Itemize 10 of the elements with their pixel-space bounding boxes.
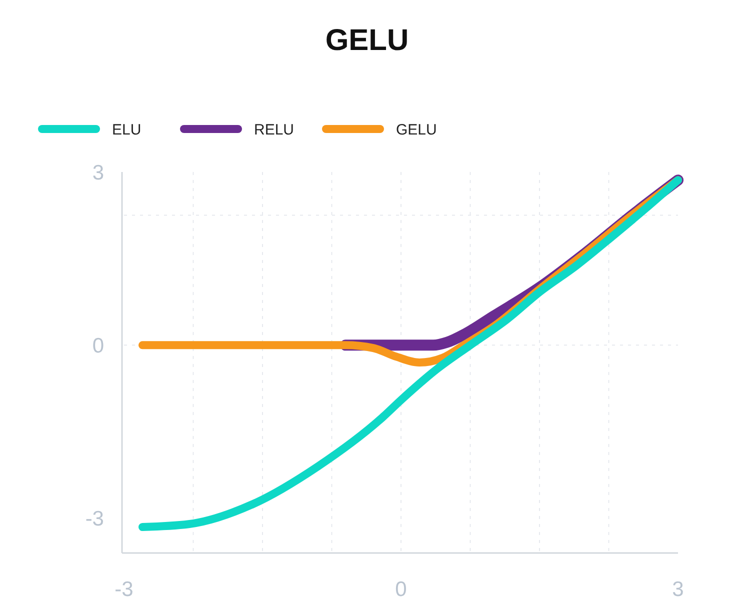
y-tick-label: -3: [85, 508, 104, 531]
y-tick-label: 3: [92, 161, 104, 184]
chart-title: GELU: [325, 24, 409, 57]
legend-label: ELU: [112, 121, 142, 138]
x-tick-label: 0: [395, 578, 407, 601]
legend-label: GELU: [396, 121, 437, 138]
y-tick-label: 0: [92, 334, 104, 358]
x-tick-label: -3: [114, 578, 134, 601]
legend-label: RELU: [254, 121, 294, 138]
x-tick-label: 3: [672, 578, 684, 601]
